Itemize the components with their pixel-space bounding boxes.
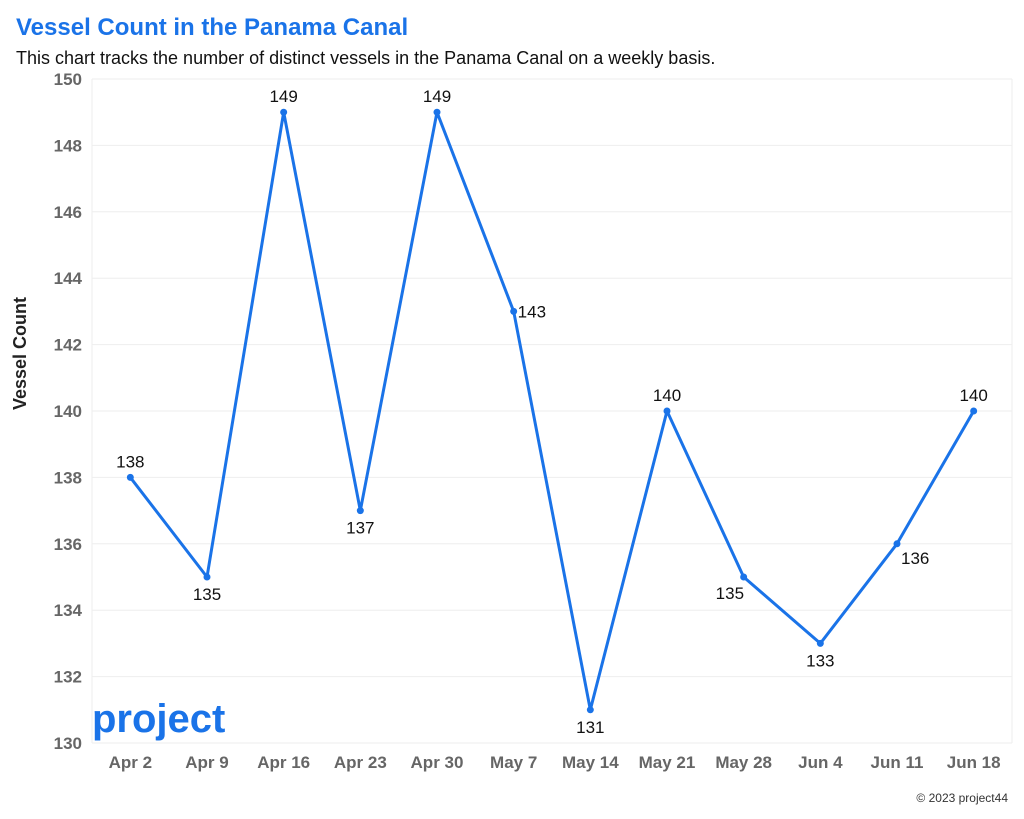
x-tick-label: May 28 [715,753,772,772]
x-tick-label: Jun 11 [871,753,924,772]
copyright-text: © 2023 project44 [916,791,1008,805]
data-labels: 138 135 149 137 149 143 131 140 135 133 136 140 [116,87,988,737]
y-tick-label: 130 [54,734,82,753]
x-axis-ticks: Apr 2 Apr 9 Apr 16 Apr 23 Apr 30 May 7 May 14 M… [109,753,1001,772]
data-point[interactable] [893,540,901,548]
data-label: 149 [423,87,451,106]
y-tick-label: 142 [54,336,82,355]
y-tick-label: 150 [54,70,82,89]
data-point[interactable] [433,108,441,116]
data-label: 136 [901,549,929,568]
logo-text-main: project [92,697,225,741]
x-tick-label: Apr 30 [411,753,464,772]
x-tick-label: Jun 4 [798,753,843,772]
data-label: 149 [269,87,297,106]
data-label: 140 [959,386,987,405]
data-label: 138 [116,452,144,471]
y-tick-label: 134 [54,601,83,620]
data-point[interactable] [740,573,748,581]
data-point[interactable] [356,507,364,515]
data-label: 133 [806,651,834,670]
x-tick-label: Apr 9 [185,753,228,772]
data-point[interactable] [203,573,211,581]
data-point[interactable] [970,407,978,415]
data-label: 135 [716,584,744,603]
data-point[interactable] [663,407,671,415]
y-tick-label: 146 [54,203,82,222]
y-tick-label: 140 [54,402,82,421]
data-point[interactable] [510,307,518,315]
series-line [129,110,975,712]
data-label: 131 [576,718,604,737]
series-layer [126,108,978,714]
grid-layer [91,78,1013,744]
x-tick-label: Apr 16 [257,753,310,772]
x-tick-label: May 21 [639,753,696,772]
chart-subtitle: This chart tracks the number of distinct… [16,48,716,68]
x-tick-label: May 14 [562,753,619,772]
y-tick-label: 138 [54,468,82,487]
data-point[interactable] [816,639,824,647]
logo-text: project44 [92,697,273,741]
x-tick-label: Apr 23 [334,753,387,772]
data-label: 140 [653,386,681,405]
data-point[interactable] [126,473,134,481]
x-tick-label: May 7 [490,753,537,772]
y-tick-label: 148 [54,136,82,155]
logo-text-accent: 44 [227,697,272,741]
y-axis-ticks: 130 132 134 136 138 140 142 144 146 148 150 [54,70,83,753]
data-label: 143 [518,302,546,321]
y-tick-label: 136 [54,535,82,554]
data-label: 137 [346,519,374,538]
data-point[interactable] [280,108,288,116]
y-tick-label: 144 [54,269,83,288]
data-label: 135 [193,585,221,604]
data-point[interactable] [586,706,594,714]
x-tick-label: Apr 2 [109,753,152,772]
y-tick-label: 132 [54,668,82,687]
x-tick-label: Jun 18 [947,753,1001,772]
chart-title: Vessel Count in the Panama Canal [16,14,409,41]
project44-logo: project44 [92,697,273,741]
